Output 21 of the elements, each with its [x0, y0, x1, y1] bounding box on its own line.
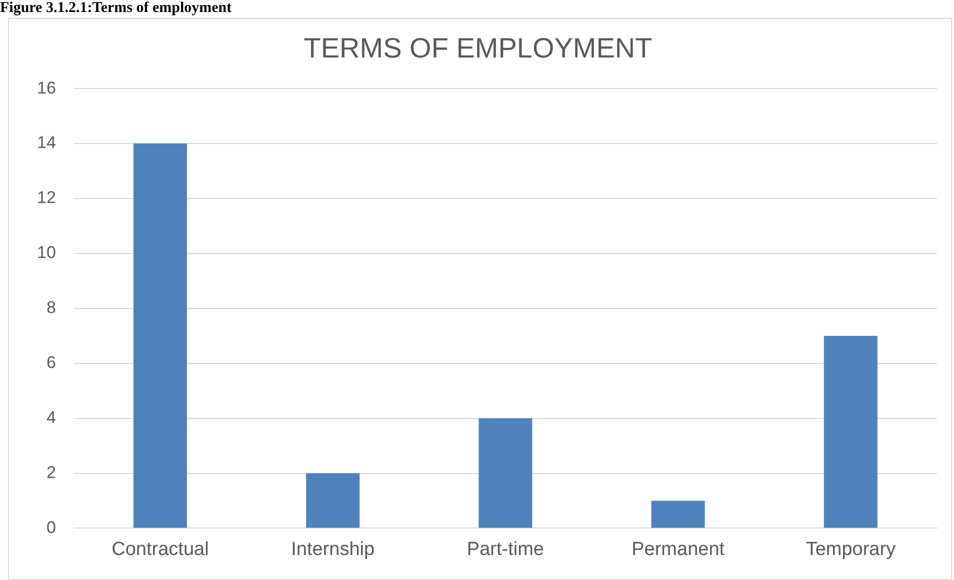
y-tick-label: 16	[36, 78, 56, 98]
bar	[133, 144, 187, 528]
y-tick-label: 2	[46, 462, 56, 482]
x-tick-label: Temporary	[806, 538, 896, 560]
bar	[824, 336, 878, 528]
chart-title: TERMS OF EMPLOYMENT	[304, 32, 652, 64]
y-tick-label: 6	[46, 353, 56, 372]
bar	[651, 500, 705, 528]
x-tick-label: Permanent	[632, 538, 726, 560]
bar	[306, 473, 360, 528]
x-tick-label: Contractual	[112, 538, 209, 560]
y-tick-label: 12	[36, 188, 56, 208]
bar	[478, 418, 532, 528]
y-tick-label: 4	[46, 408, 56, 427]
y-tick-label: 8	[46, 298, 56, 318]
y-tick-label: 0	[46, 518, 56, 537]
y-tick-label: 10	[36, 243, 56, 262]
caption: Figure 3.1.2.1:Terms of employment	[0, 0, 232, 17]
x-tick-label: Internship	[291, 538, 375, 560]
y-tick-label: 14	[36, 133, 56, 152]
x-tick-label: Part-time	[466, 538, 544, 560]
